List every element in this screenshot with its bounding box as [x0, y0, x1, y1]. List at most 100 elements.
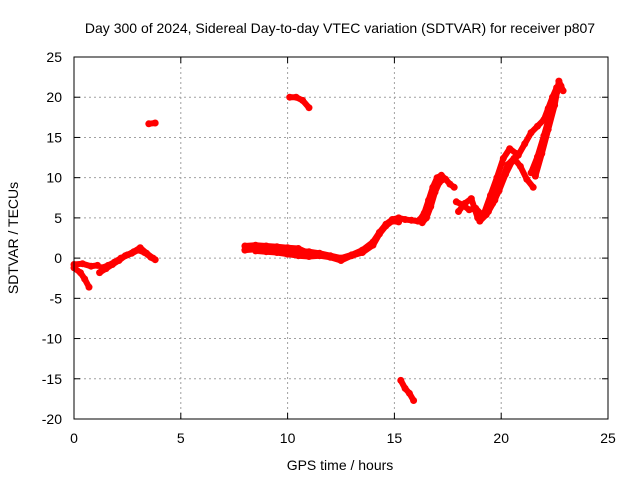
data-point	[273, 249, 281, 256]
data-point	[461, 199, 469, 207]
data-point	[284, 250, 292, 258]
y-tick-label: -20	[42, 411, 62, 427]
data-point	[408, 216, 415, 224]
data-point	[326, 253, 334, 261]
data-point	[143, 249, 151, 257]
series-line	[71, 264, 92, 291]
data-point	[241, 242, 249, 250]
data-point	[130, 248, 138, 256]
data-point	[104, 261, 112, 269]
data-point	[523, 175, 531, 183]
data-point	[531, 172, 539, 180]
axis-ticks: 0 5 10 15 20 25 25 20 15 10 5 0 -5 -10 -15 -20	[42, 49, 616, 446]
y-tick-label: 5	[54, 210, 62, 226]
data-point	[151, 119, 159, 127]
data-point	[465, 206, 473, 214]
data-point	[508, 158, 516, 166]
data-point	[538, 150, 546, 157]
data-point	[397, 376, 405, 384]
data-point	[136, 244, 144, 252]
x-axis-title: GPS time / hours	[287, 457, 394, 473]
data-point	[405, 389, 413, 397]
data-point	[427, 203, 435, 211]
data-point	[375, 230, 383, 238]
data-point	[145, 120, 153, 128]
y-tick-label: 25	[46, 49, 62, 65]
data-point	[388, 217, 396, 225]
data-point	[482, 211, 490, 219]
x-tick-label: 0	[70, 430, 78, 446]
x-tick-label: 15	[387, 430, 403, 446]
data-point	[98, 264, 106, 272]
x-tick-label: 20	[493, 430, 509, 446]
data-point	[286, 93, 294, 101]
data-point	[79, 260, 86, 268]
y-tick-label: -15	[42, 371, 62, 387]
data-point	[489, 199, 497, 207]
data-point	[85, 283, 93, 291]
data-point	[149, 254, 157, 262]
data-point	[294, 245, 302, 252]
data-point	[111, 258, 119, 266]
data-point	[559, 87, 567, 95]
data-point	[487, 191, 494, 199]
data-point	[358, 249, 366, 256]
data-point	[294, 252, 302, 260]
grid-lines	[74, 57, 608, 419]
data-point	[521, 140, 529, 148]
y-tick-label: -5	[50, 290, 63, 306]
y-tick-label: 20	[46, 89, 62, 105]
data-point	[81, 275, 89, 283]
data-point	[551, 101, 559, 109]
data-point	[440, 175, 447, 183]
data-point	[76, 269, 84, 277]
x-tick-label: 5	[177, 430, 185, 446]
data-point	[369, 241, 377, 249]
data-point	[506, 145, 514, 153]
data-point	[514, 151, 522, 159]
data-point	[418, 219, 426, 227]
data-point	[499, 154, 507, 162]
data-point	[555, 77, 563, 85]
x-tick-label: 10	[280, 430, 296, 446]
data-point	[348, 252, 356, 260]
data-point	[476, 217, 484, 225]
data-point	[401, 384, 409, 392]
data-point	[284, 244, 292, 252]
data-point	[410, 397, 418, 404]
data-point	[337, 257, 345, 264]
series-line	[252, 218, 402, 264]
y-axis-title: SDTVAR / TECUs	[5, 182, 21, 294]
data-point	[422, 214, 430, 222]
data-point	[123, 251, 131, 259]
data-series	[70, 77, 567, 404]
data-point	[316, 252, 324, 260]
y-tick-label: -10	[42, 331, 62, 347]
data-point	[502, 170, 509, 178]
data-point	[495, 187, 503, 194]
y-tick-label: 10	[46, 170, 62, 186]
data-point	[401, 216, 409, 223]
data-point	[273, 243, 281, 251]
data-point	[431, 188, 439, 196]
data-point	[87, 262, 95, 270]
data-point	[395, 218, 403, 226]
data-point	[493, 174, 501, 182]
data-point	[305, 253, 313, 260]
data-point	[252, 241, 260, 249]
data-point	[117, 254, 125, 262]
data-point	[544, 125, 552, 133]
data-point	[527, 129, 535, 137]
data-point	[529, 183, 537, 191]
data-point	[299, 96, 307, 104]
data-point	[455, 208, 462, 215]
data-point	[452, 198, 460, 206]
data-point	[467, 195, 475, 203]
data-point	[252, 247, 260, 255]
plot-frame	[73, 56, 609, 420]
chart-title: Day 300 of 2024, Sidereal Day-to-day VTE…	[85, 20, 595, 36]
y-tick-label: 0	[54, 250, 62, 266]
y-tick-label: 15	[46, 129, 62, 145]
x-tick-label: 25	[600, 430, 616, 446]
